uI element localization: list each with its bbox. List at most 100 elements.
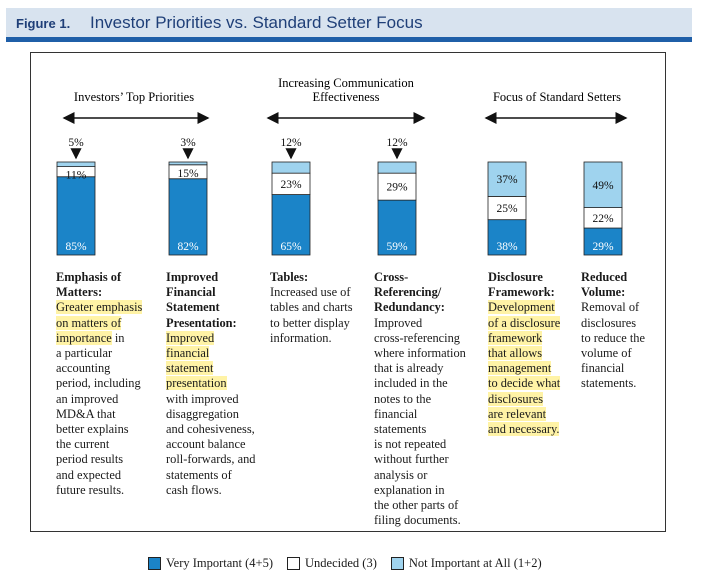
bar-segment-not-important-4: [487, 161, 527, 197]
description-line: information.: [270, 330, 332, 345]
legend-item-undecided: Undecided (3): [287, 556, 377, 571]
figure-number: Figure 1.: [16, 16, 71, 31]
description-line: volume of: [581, 346, 632, 361]
legend-swatch-very-important: [148, 557, 161, 570]
group-label-communication-line2: Effectiveness: [312, 90, 379, 104]
description-heading-0-0: Emphasis of: [56, 270, 122, 284]
legend-label-not-important: Not Important at All (1+2): [408, 556, 542, 570]
description-column-3: Cross- Referencing/Redundancy: Improved cro…: [374, 270, 466, 528]
chart-frame: [30, 52, 666, 532]
bar-segment-not-important-1: [168, 161, 208, 166]
description-column-4: Disclosure Framework: Development of a disc…: [488, 270, 561, 437]
description-line: is not repeated: [374, 437, 447, 452]
data-label-undecided-3: 29%: [386, 182, 408, 194]
description-heading-3-0: Cross-: [374, 270, 409, 284]
description-line: that is already: [374, 361, 444, 376]
description-heading-5-0: Reduced: [581, 270, 628, 284]
description-line: with improved: [166, 391, 239, 406]
legend-label-very-important: Very Important (4+5): [166, 556, 274, 570]
bar-segment-undecided-3: [377, 172, 417, 201]
description-heading-1-3: Presentation:: [166, 315, 237, 330]
description-line: Development: [488, 300, 555, 315]
description-line: the other parts of: [374, 498, 459, 513]
description-line: MD&A that: [56, 406, 116, 421]
description-column-2: Tables: Increased use of tables and charts…: [270, 270, 353, 346]
bar-segment-very-important-3: [377, 199, 417, 256]
bar-segment-very-important-5: [583, 227, 623, 256]
description-line: Removal of: [581, 300, 640, 315]
description-line: framework: [488, 330, 543, 345]
legend-label-undecided: Undecided (3): [305, 556, 377, 570]
legend-item-very-important: Very Important (4+5): [148, 556, 273, 571]
data-label-not-important-4: 37%: [496, 174, 518, 186]
description-line: explanation in: [374, 482, 445, 497]
bar-segment-not-important-5: [583, 161, 623, 208]
description-column-0: Emphasis of Matters: Greater emphasis on ma…: [56, 270, 143, 498]
data-label-very-important-1: 82%: [177, 241, 199, 253]
description-line: statements.: [581, 376, 637, 391]
description-line: included in the: [374, 376, 448, 391]
description-line: period, including: [56, 376, 141, 391]
data-label-not-important-5: 49%: [592, 180, 614, 192]
description-line: presentation: [166, 376, 227, 391]
description-heading-4-1: Framework:: [488, 285, 555, 300]
data-label-very-important-4: 38%: [496, 241, 518, 253]
description-line: financial: [374, 406, 418, 421]
group-label-standard-setters: Focus of Standard Setters: [493, 90, 621, 104]
description-line: a particular: [56, 346, 113, 361]
description-line: cross-referencing: [374, 330, 460, 345]
description-line: Improved: [166, 330, 215, 345]
description-line: an improved: [56, 391, 119, 406]
description-line: account balance: [166, 437, 246, 452]
description-line: financial: [166, 346, 210, 361]
description-line: and necessary.: [488, 422, 560, 437]
description-line: financial: [581, 361, 625, 376]
description-line: roll-forwards, and: [166, 452, 256, 467]
data-label-undecided-2: 23%: [280, 179, 302, 191]
bar-segment-very-important-4: [487, 219, 527, 256]
description-heading-0-1: Matters:: [56, 285, 103, 300]
bar-segment-not-important-0: [56, 161, 96, 168]
bar-segment-very-important-0: [56, 176, 96, 256]
description-line: that allows: [488, 346, 543, 361]
bar-segment-very-important-2: [271, 194, 311, 256]
data-label-not-important-3: 12%: [386, 137, 408, 149]
description-line: disaggregation: [166, 406, 239, 421]
description-line: importance in: [56, 330, 125, 345]
data-label-undecided-0: 11%: [66, 170, 87, 182]
legend-swatch-undecided: [287, 557, 301, 570]
data-label-not-important-1: 3%: [180, 137, 196, 149]
description-line: Greater emphasis: [56, 300, 143, 315]
description-line: disclosures: [581, 315, 637, 330]
data-label-undecided-1: 15%: [177, 168, 199, 180]
description-line: statement: [166, 361, 214, 376]
group-label-investors: Investors’ Top Priorities: [74, 90, 194, 104]
description-line: to reduce the: [581, 330, 645, 345]
description-line: disclosures: [488, 391, 544, 406]
data-label-not-important-0: 5%: [68, 137, 84, 149]
description-line: and cohesiveness,: [166, 422, 255, 437]
description-line: of a disclosure: [488, 315, 561, 330]
description-line: on matters of: [56, 315, 122, 330]
description-line: statements of: [166, 467, 232, 482]
description-line: Improved: [374, 315, 423, 330]
description-heading-3-2: Redundancy:: [374, 300, 445, 315]
bar-segment-not-important-3: [377, 161, 417, 174]
description-line: are relevant: [488, 406, 547, 421]
stacked-bar-chart: Investors’ Top Priorities Increasing Com…: [56, 76, 628, 256]
description-heading-1-1: Financial: [166, 285, 216, 300]
group-label-communication-line1: Increasing Communication: [278, 76, 414, 90]
description-heading-3-1: Referencing/: [374, 285, 442, 300]
description-column-5: Reduced Volume: Removal of disclosures to re…: [581, 270, 645, 392]
data-label-undecided-5: 22%: [592, 213, 614, 225]
description-line: statements: [374, 422, 427, 437]
description-heading-1-0: Improved: [166, 270, 219, 284]
description-line: management: [488, 361, 552, 376]
legend: Very Important (4+5) Undecided (3) Not I…: [148, 556, 542, 571]
description-line: analysis or: [374, 467, 428, 482]
description-heading-1-2: Statement: [166, 300, 220, 315]
description-line: and expected: [56, 467, 122, 482]
data-label-very-important-2: 65%: [280, 241, 302, 253]
description-heading-2-0: Tables:: [270, 270, 309, 284]
data-label-very-important-0: 85%: [65, 241, 87, 253]
